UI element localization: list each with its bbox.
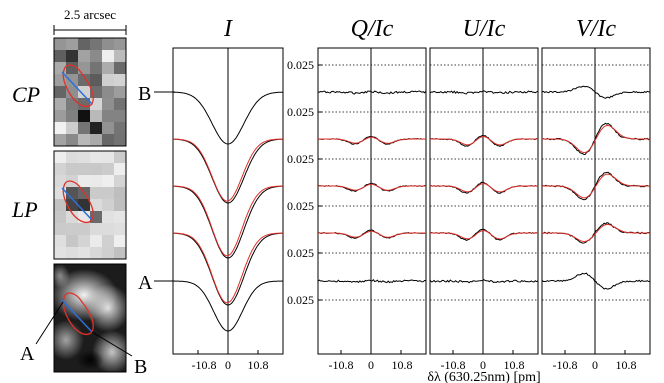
ytick-label-4: 0.025 — [287, 199, 314, 213]
profile-v-observed-0 — [541, 85, 651, 99]
continuum-slit — [61, 299, 93, 333]
profile-u-observed-0 — [429, 90, 539, 95]
ytick-label-3: 0.025 — [287, 152, 314, 166]
panel-u-frame — [429, 47, 539, 355]
lp-label: LP — [11, 197, 38, 222]
profile-u-fit-1 — [430, 136, 538, 146]
lp-slit — [61, 187, 93, 221]
profile-u-fit-2 — [430, 183, 538, 193]
xtick-u-pos: 10.8 — [504, 358, 525, 372]
profile-i-observed-2 — [173, 185, 283, 259]
profile-end-label-b: B — [138, 83, 151, 105]
profile-v-fit-1 — [542, 125, 650, 154]
profile-u-fit-3 — [430, 230, 538, 240]
profile-i-fit-1 — [173, 138, 283, 202]
profile-q-fit-2 — [318, 183, 426, 191]
panel-q-frame — [317, 47, 427, 355]
profile-q-observed-4 — [317, 278, 427, 284]
profile-q-observed-0 — [317, 90, 427, 95]
profile-i-fit-2 — [173, 185, 283, 257]
profile-u-observed-4 — [429, 279, 539, 284]
profile-q-fit-3 — [318, 230, 426, 238]
panel-title-u: U/Ic — [463, 16, 506, 42]
profile-i-observed-3 — [173, 232, 283, 306]
cp-map — [53, 37, 127, 147]
profile-v-observed-4 — [541, 272, 651, 290]
ytick-label-6: 0.025 — [287, 293, 314, 307]
ytick-label-2: 0.025 — [287, 105, 314, 119]
xtick-i-pos: 10.8 — [248, 358, 269, 372]
map-end-label-b: B — [134, 356, 147, 378]
xtick-i-zero: 0 — [225, 358, 231, 372]
xtick-v-neg: -10.8 — [553, 358, 578, 372]
scale-bar: 2.5 arcsec — [53, 7, 127, 35]
xtick-v-zero: 0 — [592, 358, 598, 372]
ytick-label-5: 0.025 — [287, 246, 314, 260]
profile-i-observed-1 — [173, 138, 283, 204]
profile-q-fit-1 — [318, 136, 426, 144]
xtick-q-neg: -10.8 — [329, 358, 354, 372]
panel-title-v: V/Ic — [576, 16, 616, 42]
xtick-v-pos: 10.8 — [616, 358, 637, 372]
x-axis-label: δλ (630.25nm) [pm] — [427, 370, 540, 383]
cp-slit — [61, 71, 93, 105]
cp-label: CP — [12, 82, 40, 107]
profile-i-observed-0 — [172, 91, 284, 145]
scale-bar-label: 2.5 arcsec — [64, 7, 116, 22]
panel-title-q: Q/Ic — [351, 16, 394, 42]
xtick-q-pos: 10.8 — [392, 358, 413, 372]
profile-v-fit-3 — [542, 224, 650, 243]
profile-v-fit-2 — [542, 173, 650, 199]
profile-end-label-a: A — [138, 272, 153, 294]
continuum-map — [35, 263, 133, 374]
xtick-u-neg: -10.8 — [441, 358, 466, 372]
lp-map — [53, 150, 127, 260]
xtick-u-zero: 0 — [480, 358, 486, 372]
map-end-label-a: A — [20, 343, 35, 365]
xtick-q-zero: 0 — [368, 358, 374, 372]
profile-i-observed-4 — [173, 280, 283, 332]
panel-title-i: I — [223, 16, 233, 42]
profile-i-fit-3 — [173, 232, 283, 304]
panel-v-frame — [541, 47, 651, 355]
ytick-label-1: 0.025 — [287, 58, 314, 72]
xtick-i-neg: -10.8 — [192, 358, 217, 372]
